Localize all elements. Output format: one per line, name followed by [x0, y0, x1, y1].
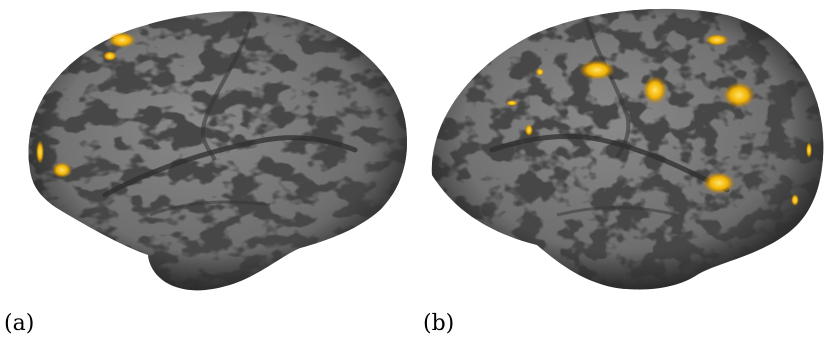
- panel-label-b: (b): [423, 311, 455, 336]
- panel-label-a: (a): [4, 311, 35, 336]
- brain-surface-left: [28, 11, 408, 291]
- panel-a: (a): [4, 11, 408, 336]
- brain-surface-right: [431, 8, 824, 290]
- panel-b: (b): [417, 0, 834, 343]
